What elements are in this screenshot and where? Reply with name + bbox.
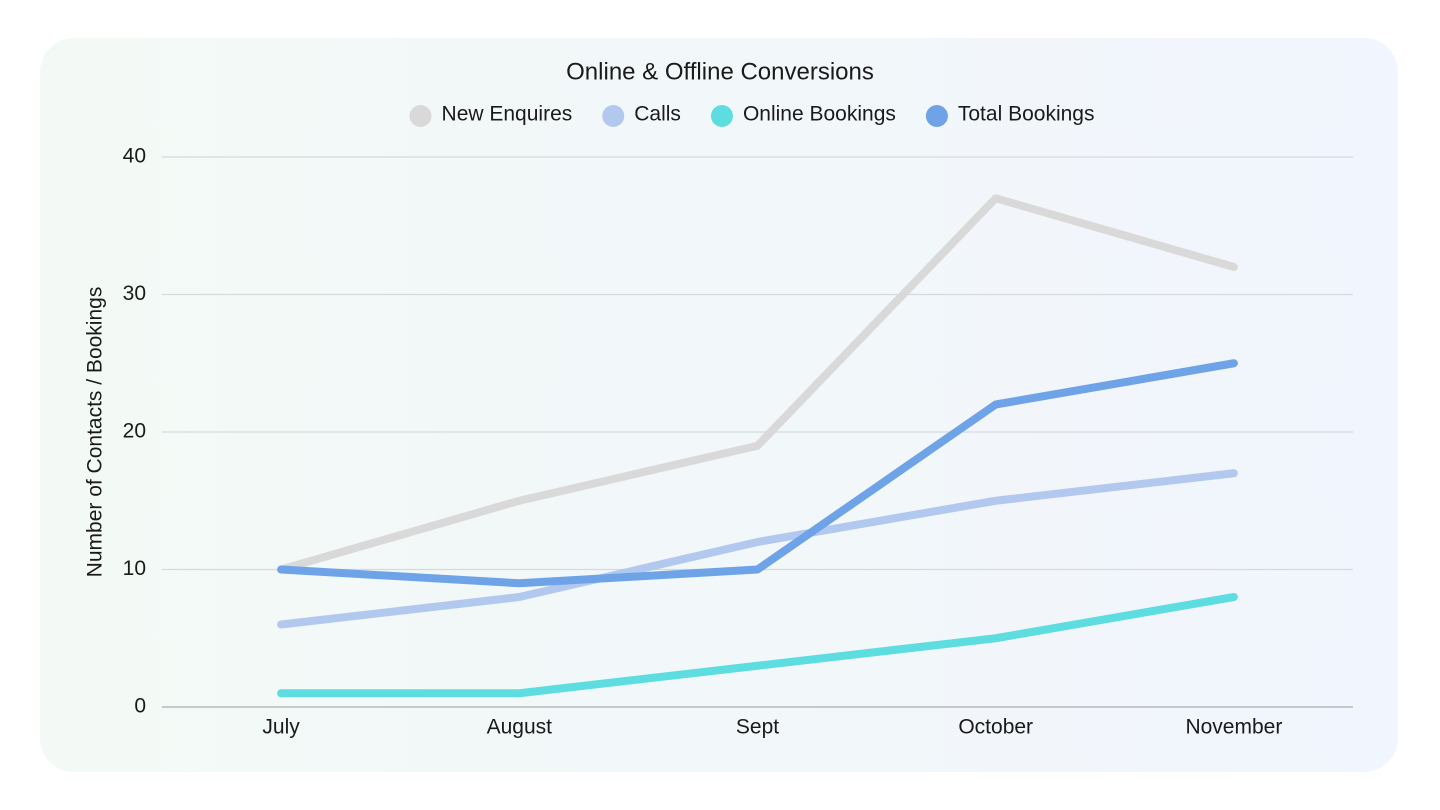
legend-marker [710,105,733,127]
legend-marker [602,105,625,127]
series-line [277,469,1238,629]
x-tick-label: October [958,716,1033,739]
y-axis-label: Number of Contacts / Bookings [84,287,107,578]
legend: New Enquires Calls Online Bookings Total Bo… [409,103,1095,127]
y-tick-label: 30 [123,282,146,305]
legend-marker [925,105,948,127]
x-tick-label: August [487,716,553,739]
legend-label: Total Bookings [958,103,1095,126]
legend-marker [409,105,432,127]
x-tick-label: July [262,716,300,739]
x-tick-label: November [1185,716,1282,739]
series-line [277,194,1238,574]
legend-label: New Enquires [442,103,573,126]
y-tick-label: 20 [123,420,146,443]
legend-items: New Enquires Calls Online Bookings Total Bo… [409,103,1095,127]
lines [277,194,1238,698]
legend-label: Online Bookings [743,103,896,126]
series-line [277,593,1238,698]
series-line [277,359,1238,588]
y-tick-label: 40 [123,145,146,168]
legend-label: Calls [634,103,681,126]
x-tick-label: Sept [736,716,779,739]
y-tick-label: 10 [123,557,146,580]
card [40,38,1398,772]
grid: 0 10 20 30 40 July August Sept October November [123,145,1353,739]
y-tick-label: 0 [134,695,146,718]
chart-title: Online & Offline Conversions [566,58,874,85]
